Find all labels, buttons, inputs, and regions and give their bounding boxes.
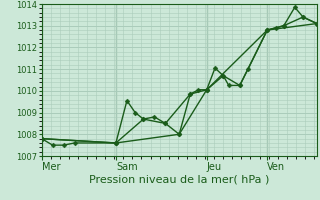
X-axis label: Pression niveau de la mer( hPa ): Pression niveau de la mer( hPa ) xyxy=(89,174,269,184)
